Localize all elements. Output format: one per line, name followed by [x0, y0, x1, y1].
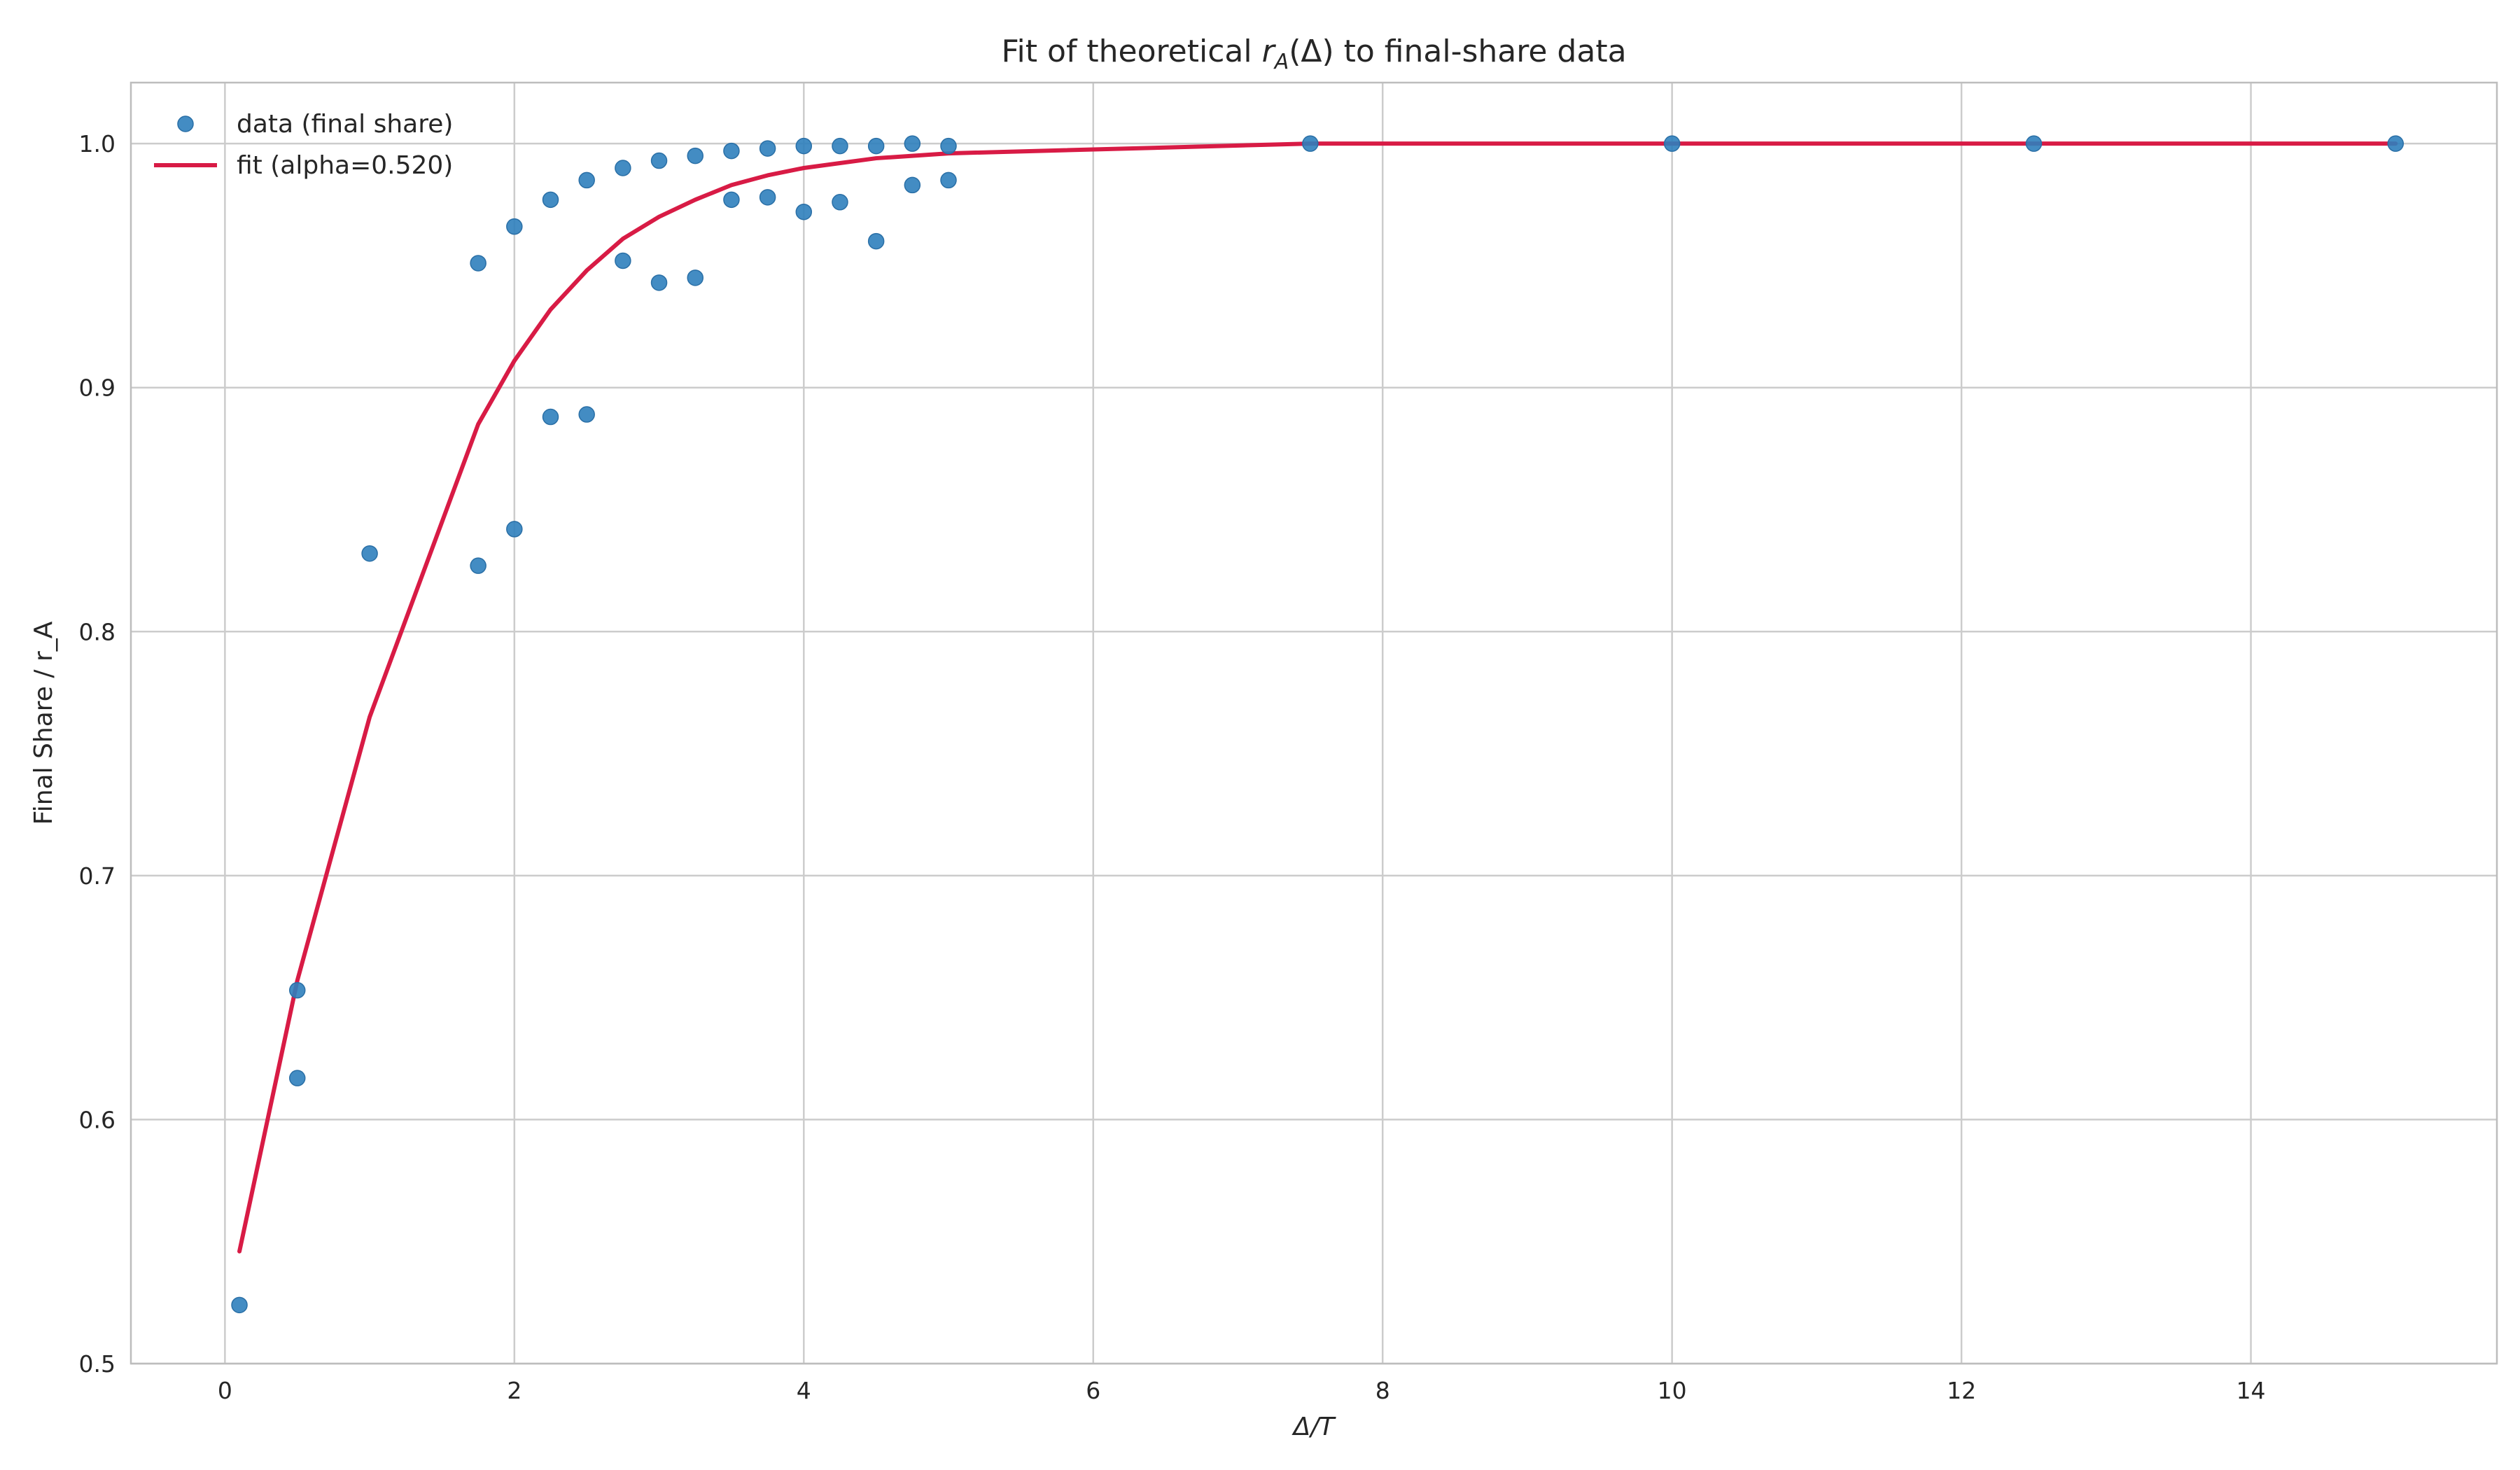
chart-title: Fit of theoretical rA(Δ) to final-share …	[1001, 34, 1626, 74]
x-tick-label: 2	[507, 1377, 522, 1404]
legend: data (final share) fit (alpha=0.520)	[154, 110, 453, 180]
data-point	[578, 172, 595, 189]
data-point	[361, 545, 378, 562]
data-point	[832, 194, 848, 211]
data-point	[687, 270, 704, 286]
x-tick-label: 6	[1086, 1377, 1100, 1404]
data-point	[940, 172, 957, 189]
data-point	[2025, 135, 2043, 152]
plot-background	[131, 83, 2497, 1364]
data-point	[904, 176, 921, 194]
fit-line-series	[237, 141, 2398, 1254]
data-point	[650, 152, 668, 169]
data-point	[795, 203, 813, 220]
scatter-series	[231, 135, 2404, 1314]
x-tick-label: 12	[1947, 1377, 1976, 1404]
y-tick-label: 0.9	[79, 374, 115, 402]
data-point	[506, 521, 523, 538]
legend-label-data: data (final share)	[237, 110, 453, 139]
x-tick-label: 10	[1658, 1377, 1687, 1404]
x-tick-label: 14	[2236, 1377, 2266, 1404]
data-point	[1302, 135, 1319, 152]
y-axis-ticks: 0.5 0.6 0.7 0.8 0.9 1.0	[79, 130, 115, 1378]
data-point	[723, 142, 740, 160]
y-tick-label: 0.5	[79, 1350, 115, 1378]
data-point	[231, 1296, 248, 1314]
axes-frame	[130, 81, 2498, 1365]
data-point	[470, 255, 486, 272]
fit-line	[237, 141, 2398, 1254]
data-point	[506, 218, 523, 235]
data-point	[759, 140, 776, 157]
data-point	[288, 1070, 306, 1086]
data-point	[867, 232, 885, 250]
data-point	[940, 137, 957, 155]
y-tick-label: 1.0	[79, 130, 115, 158]
data-point	[723, 191, 740, 209]
data-point	[578, 406, 595, 423]
x-tick-label: 0	[218, 1377, 232, 1404]
data-point	[867, 137, 885, 155]
data-point	[759, 189, 776, 206]
x-tick-label: 4	[797, 1377, 811, 1404]
data-point	[615, 252, 631, 270]
x-axis-ticks: 0 2 4 6 8 10 12 14	[218, 1377, 2266, 1404]
data-point	[832, 137, 848, 155]
data-point	[650, 274, 668, 291]
legend-label-fit: fit (alpha=0.520)	[237, 151, 453, 180]
data-point	[470, 557, 486, 574]
x-axis-label: Δ/T	[1292, 1413, 1337, 1441]
data-point	[615, 160, 631, 176]
data-point	[542, 408, 559, 426]
data-point	[542, 191, 559, 209]
y-tick-label: 0.6	[79, 1106, 115, 1133]
legend-scatter-marker	[177, 115, 194, 132]
data-point	[904, 135, 921, 152]
y-tick-label: 0.8	[79, 618, 115, 645]
data-point	[2387, 135, 2404, 152]
y-tick-label: 0.7	[79, 862, 115, 890]
data-point	[687, 147, 704, 164]
x-tick-label: 8	[1376, 1377, 1390, 1404]
data-point	[1663, 135, 1681, 152]
axes-border	[130, 81, 2498, 1365]
data-point	[288, 981, 306, 999]
y-axis-label: Final Share / r_A	[29, 621, 58, 825]
data-point	[795, 137, 813, 155]
